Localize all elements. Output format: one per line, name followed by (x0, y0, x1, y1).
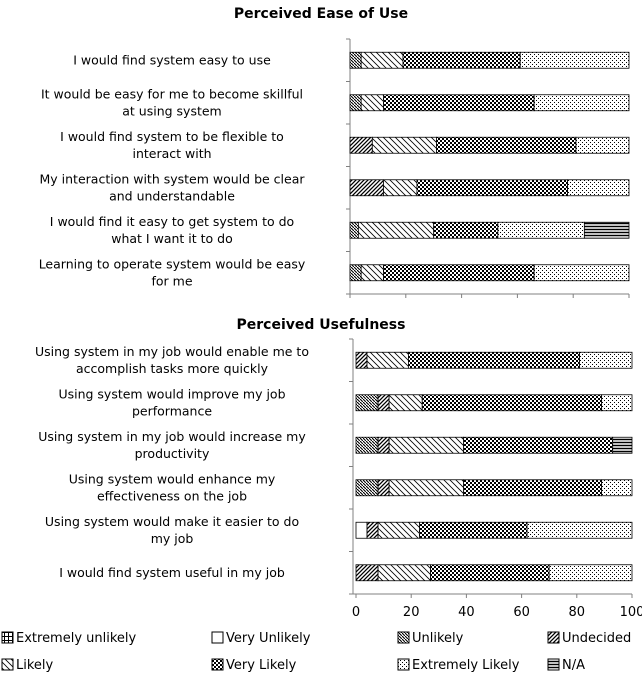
legend-label: Undecided (562, 631, 631, 646)
bar-segment (533, 94, 630, 112)
bar-segment (579, 351, 633, 369)
bar-segment (497, 221, 585, 239)
bar-segment (548, 564, 633, 582)
legend-label: Very Likely (226, 658, 297, 673)
bar-segment (349, 221, 359, 239)
x-tick-label: 20 (403, 605, 420, 620)
category-label: Using system in my job would increase my… (38, 429, 306, 461)
legend-label: Extremely unlikely (16, 631, 137, 646)
bar-segment (567, 179, 630, 197)
legend-swatch (397, 631, 410, 644)
x-tick-label: 80 (569, 605, 586, 620)
category-label: I would find system easy to use (73, 52, 271, 67)
bar-segment (612, 436, 633, 454)
bar-segment (436, 136, 577, 154)
category-label: Using system would make it easier to do m… (45, 514, 299, 546)
bar-segment (355, 394, 379, 412)
bar-segment (357, 221, 435, 239)
category-label: I would find system useful in my job (59, 565, 285, 580)
bar-segment (463, 436, 614, 454)
x-tick-label: 0 (352, 605, 360, 620)
category-label: I would find system to be flexible to int… (60, 129, 284, 161)
bar-segment (408, 351, 580, 369)
bar-segment (377, 394, 390, 412)
bar-segment (377, 521, 420, 539)
legend-swatch (547, 658, 560, 671)
bar-segment (377, 436, 390, 454)
legend-swatch (211, 631, 224, 644)
legend-label: N/A (562, 658, 585, 673)
bar-segment (388, 479, 465, 497)
bar-segment (583, 221, 630, 239)
x-tick-label: 100 (620, 605, 642, 620)
bar-segment (355, 479, 379, 497)
chart-title: Perceived Usefulness (237, 317, 406, 333)
bar-segment (360, 264, 384, 282)
x-tick-label: 60 (513, 605, 530, 620)
category-label: I would find it easy to get system to do… (50, 214, 294, 246)
legend-swatch (547, 631, 560, 644)
bar-segment (421, 394, 603, 412)
legend-label: Extremely Likely (412, 658, 520, 673)
x-tick-label: 40 (458, 605, 475, 620)
bar-segment (355, 521, 368, 539)
legend-label: Likely (16, 658, 54, 673)
legend-swatch (1, 631, 14, 644)
category-label: Using system would enhance my effectivene… (69, 471, 276, 503)
bar-segment (416, 179, 569, 197)
bar-segment (355, 564, 379, 582)
bar-segment (433, 221, 499, 239)
bar-segment (383, 264, 535, 282)
bar-segment (383, 94, 535, 112)
chart-panel-1: Perceived Ease of Use I would find system… (39, 6, 630, 298)
bar-segment (355, 351, 368, 369)
bar-segment (575, 136, 630, 154)
bar-segment (360, 94, 384, 112)
bar-segment (360, 51, 404, 69)
legend-label: Very Unlikely (226, 631, 311, 646)
bar-segment (402, 51, 521, 69)
bar-segment (519, 51, 630, 69)
bar-segment (366, 521, 379, 539)
bar-segment (349, 136, 373, 154)
bar-segment (430, 564, 550, 582)
legend-swatch (397, 658, 410, 671)
category-label: Learning to operate system would be easy… (39, 256, 306, 288)
bar-segment (533, 264, 630, 282)
category-label: Using system would improve my job perform… (58, 386, 285, 418)
bar-segment (388, 394, 423, 412)
bar-segment (349, 94, 362, 112)
bar-segment (601, 479, 633, 497)
category-label: Using system in my job would enable me t… (35, 344, 309, 376)
bar-segment (366, 351, 409, 369)
legend-swatch (211, 658, 224, 671)
bar-segment (355, 436, 379, 454)
bar-segment (371, 136, 437, 154)
bar-segment (419, 521, 528, 539)
legend-swatch (1, 658, 14, 671)
legend-label: Unlikely (412, 631, 464, 646)
bar-segment (349, 51, 362, 69)
bar-segment (349, 179, 384, 197)
category-label: It would be easy for me to become skillf… (41, 86, 303, 118)
chart-title: Perceived Ease of Use (234, 6, 408, 22)
bar-segment (526, 521, 633, 539)
chart-panel-2: Perceived Usefulness 0 20 40 60 80 100 Using sy… (35, 317, 642, 620)
bar-segment (377, 564, 431, 582)
legend: Extremely unlikely Very Unlikely Unlikely U… (1, 631, 631, 673)
bar-segment (463, 479, 603, 497)
bar-segment (383, 179, 418, 197)
category-label: My interaction with system would be clea… (40, 171, 306, 203)
bar-segment (601, 394, 633, 412)
bar-segment (377, 479, 390, 497)
bar-segment (388, 436, 465, 454)
bar-segment (349, 264, 362, 282)
